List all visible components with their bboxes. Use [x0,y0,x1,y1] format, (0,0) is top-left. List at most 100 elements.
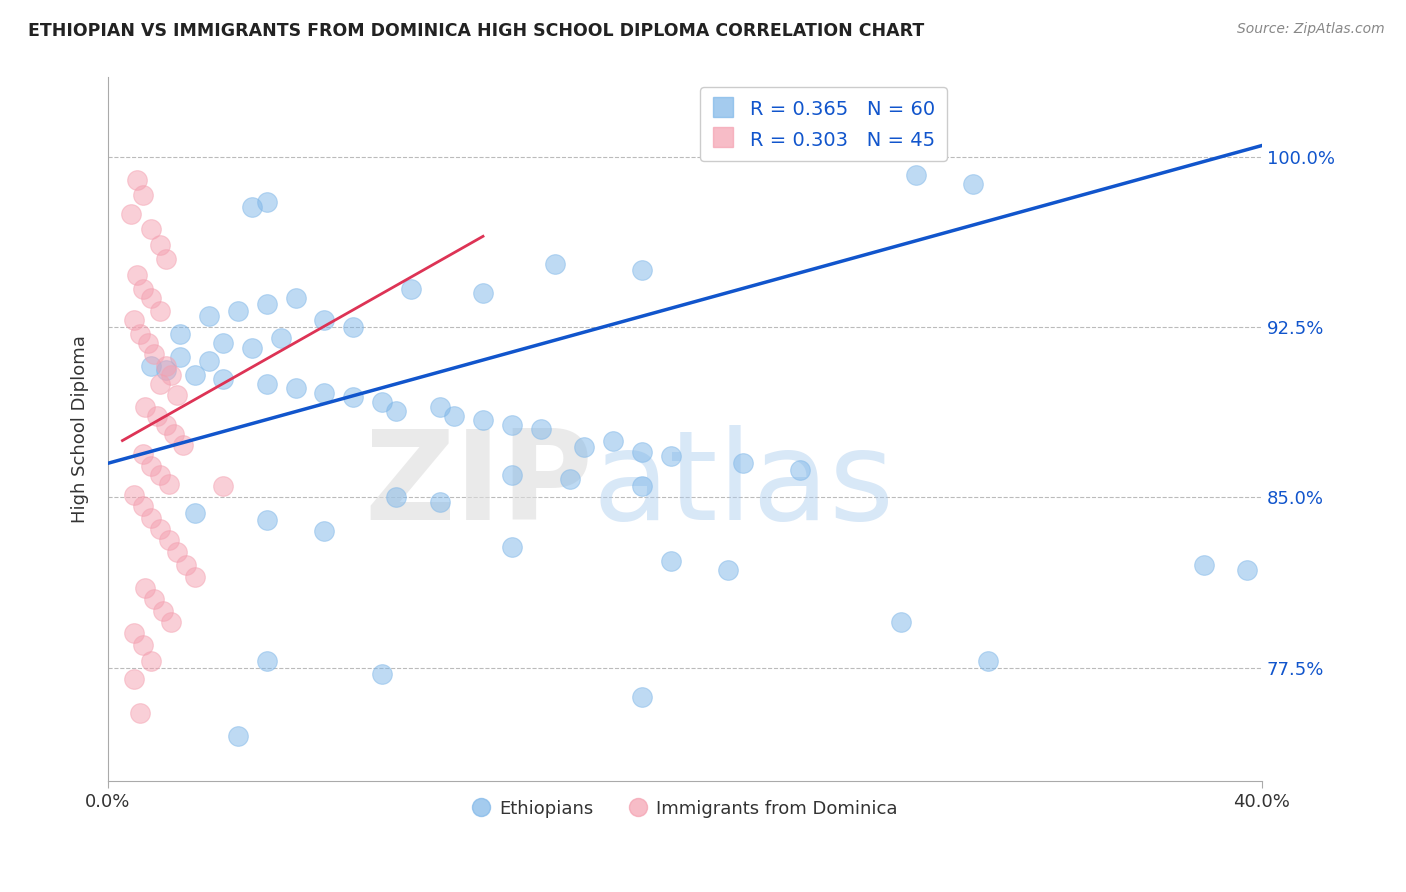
Point [256,654,278,668]
Point [120,206,142,220]
Text: ETHIOPIAN VS IMMIGRANTS FROM DOMINICA HIGH SCHOOL DIPLOMA CORRELATION CHART: ETHIOPIAN VS IMMIGRANTS FROM DOMINICA HI… [28,22,924,40]
Point [141,359,163,373]
Text: Source: ZipAtlas.com: Source: ZipAtlas.com [1237,22,1385,37]
Point [152,604,174,618]
Point [141,458,163,473]
Point [385,491,408,505]
Point [429,495,451,509]
Point [149,467,172,482]
Point [149,522,172,536]
Point [149,376,172,391]
Point [256,376,278,391]
Point [131,638,153,652]
Point [530,422,553,436]
Point [155,252,177,266]
Point [501,417,523,432]
Point [128,706,150,720]
Point [141,291,163,305]
Point [558,472,581,486]
Point [198,354,221,368]
Point [128,326,150,341]
Point [371,395,394,409]
Point [160,615,183,629]
Point [399,281,422,295]
Point [630,263,652,277]
Point [501,540,523,554]
Point [169,326,191,341]
Point [157,533,180,548]
Point [183,368,205,382]
Point [163,426,186,441]
Point [314,524,336,539]
Point [212,336,235,351]
Point [256,513,278,527]
Y-axis label: High School Diploma: High School Diploma [72,335,89,523]
Point [169,350,191,364]
Point [731,456,754,470]
Point [314,385,336,400]
Point [226,304,249,318]
Point [659,450,682,464]
Point [138,336,160,351]
Point [183,506,205,520]
Point [141,510,163,524]
Point [183,570,205,584]
Point [890,615,912,629]
Point [149,304,172,318]
Point [160,368,183,382]
Point [342,320,364,334]
Point [143,592,166,607]
Point [155,417,177,432]
Point [630,690,652,704]
Point [314,313,336,327]
Point [155,363,177,377]
Point [240,341,263,355]
Point [141,654,163,668]
Point [149,238,172,252]
Point [131,281,153,295]
Point [131,500,153,514]
Point [134,400,156,414]
Point [212,479,235,493]
Point [174,558,197,573]
Point [904,168,927,182]
Point [962,177,984,191]
Point [122,488,145,502]
Point [284,291,307,305]
Point [371,667,394,681]
Point [131,447,153,461]
Point [122,313,145,327]
Point [1236,563,1258,577]
Point [146,409,169,423]
Point [256,297,278,311]
Point [429,400,451,414]
Point [544,256,567,270]
Point [717,563,740,577]
Point [125,172,148,186]
Point [166,545,188,559]
Point [659,554,682,568]
Point [198,309,221,323]
Point [270,331,292,345]
Point [226,729,249,743]
Point [166,388,188,402]
Point [125,268,148,282]
Legend: Ethiopians, Immigrants from Dominica: Ethiopians, Immigrants from Dominica [465,792,905,825]
Point [472,413,495,427]
Point [122,626,145,640]
Point [141,222,163,236]
Point [443,409,465,423]
Point [572,441,595,455]
Point [342,391,364,405]
Point [789,463,811,477]
Point [143,347,166,361]
Point [256,195,278,210]
Point [157,476,180,491]
Point [155,359,177,373]
Point [134,581,156,595]
Point [630,445,652,459]
Point [602,434,624,448]
Point [172,438,194,452]
Text: ZIP: ZIP [364,425,593,546]
Point [131,188,153,202]
